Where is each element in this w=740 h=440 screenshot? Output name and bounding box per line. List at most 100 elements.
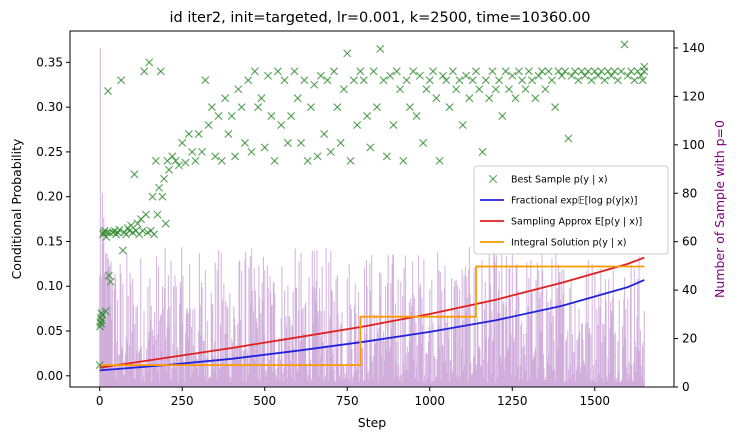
zero-sample-bar — [256, 328, 259, 387]
zero-sample-bar — [106, 253, 108, 387]
zero-sample-bar — [173, 286, 175, 387]
zero-sample-bar — [301, 340, 303, 387]
zero-sample-bar — [324, 375, 327, 387]
zero-sample-bar — [478, 345, 480, 387]
zero-sample-bar — [142, 376, 144, 387]
zero-sample-bar — [307, 374, 309, 387]
zero-sample-bar — [625, 367, 628, 387]
zero-sample-bar — [350, 304, 352, 387]
zero-sample-bar — [352, 376, 354, 387]
zero-sample-bar — [112, 368, 114, 387]
zero-sample-bar — [438, 270, 440, 387]
best-sample-marker — [194, 129, 203, 139]
zero-sample-bar — [473, 268, 475, 387]
zero-sample-bar — [251, 248, 253, 387]
zero-sample-bar — [610, 310, 612, 387]
zero-sample-bar — [225, 300, 227, 387]
zero-sample-bar — [109, 305, 111, 387]
best-sample-marker — [117, 76, 126, 85]
zero-sample-bar — [188, 313, 190, 387]
zero-sample-bar — [349, 380, 351, 387]
best-sample-marker — [254, 103, 263, 112]
zero-sample-bar — [108, 266, 110, 387]
zero-sample-bar — [578, 308, 580, 387]
zero-sample-bar — [538, 270, 540, 387]
zero-sample-bar — [294, 248, 296, 387]
zero-sample-bar — [600, 268, 602, 387]
legend-entry: Integral Solution p(y | x) — [480, 238, 626, 249]
zero-sample-bar — [636, 315, 638, 387]
best-sample-marker — [600, 76, 609, 85]
zero-sample-bar — [363, 381, 365, 387]
zero-sample-bar — [111, 282, 113, 387]
zero-sample-bar — [559, 300, 562, 387]
best-sample-marker — [412, 112, 421, 121]
best-sample-marker — [528, 76, 537, 85]
y2-tick-label: 0 — [682, 380, 690, 394]
zero-sample-bar — [235, 346, 237, 387]
y2-tick-label: 60 — [682, 235, 697, 249]
zero-sample-bar — [118, 364, 120, 387]
zero-sample-bar — [588, 332, 590, 387]
zero-sample-bar — [278, 340, 280, 387]
zero-sample-bar — [158, 320, 160, 387]
zero-sample-bar — [472, 372, 474, 387]
zero-sample-bar — [640, 365, 642, 387]
zero-sample-bar — [165, 372, 167, 387]
zero-sample-bar — [338, 375, 340, 387]
zero-sample-bar — [631, 380, 634, 387]
zero-sample-bar — [216, 379, 218, 387]
zero-sample-bar — [440, 380, 442, 387]
zero-sample-bar — [627, 374, 630, 387]
zero-sample-bar — [577, 366, 579, 387]
zero-sample-bar — [126, 252, 128, 387]
zero-sample-bar — [515, 309, 517, 387]
zero-sample-bar — [319, 356, 321, 387]
zero-sample-bar — [319, 288, 321, 387]
zero-sample-bar — [119, 263, 121, 387]
best-sample-marker — [435, 156, 444, 165]
best-sample-marker — [630, 76, 639, 85]
x-axis-label: Step — [358, 415, 387, 430]
best-sample-marker — [544, 67, 553, 76]
zero-sample-bar — [471, 375, 473, 387]
zero-sample-bar — [633, 268, 635, 387]
zero-sample-bar — [410, 311, 412, 387]
zero-sample-bar — [426, 378, 428, 387]
zero-sample-bar — [123, 375, 125, 387]
best-sample-marker — [153, 210, 162, 219]
zero-sample-bar — [412, 294, 414, 387]
zero-sample-bar — [103, 272, 105, 387]
zero-sample-bar — [435, 376, 437, 387]
best-sample-marker — [247, 147, 256, 156]
zero-sample-bar — [387, 283, 389, 387]
zero-sample-bar — [115, 378, 117, 387]
zero-sample-bar — [612, 297, 614, 387]
zero-sample-bar — [286, 326, 288, 387]
zero-sample-bar — [347, 378, 349, 387]
zero-sample-bar — [460, 327, 462, 387]
zero-sample-bar — [283, 367, 285, 387]
zero-sample-bar — [453, 327, 455, 387]
best-sample-marker — [409, 67, 418, 76]
y2-tick-label: 40 — [682, 283, 697, 297]
zero-sample-bar — [598, 291, 600, 387]
best-sample-marker — [402, 76, 411, 85]
zero-sample-bar — [394, 303, 397, 387]
zero-sample-bar — [562, 294, 564, 387]
zero-sample-bar — [348, 339, 350, 387]
zero-sample-bar — [428, 326, 430, 387]
zero-sample-bar — [173, 361, 175, 387]
zero-sample-bar — [596, 380, 599, 387]
zero-sample-bar — [273, 282, 275, 387]
zero-sample-bar — [430, 382, 432, 387]
zero-sample-bar — [567, 330, 569, 387]
zero-sample-bar — [573, 374, 575, 387]
zero-sample-bar — [579, 373, 581, 387]
best-sample-marker — [313, 152, 322, 161]
zero-sample-bar — [171, 379, 173, 387]
zero-sample-bar — [243, 350, 245, 387]
zero-sample-bar — [367, 372, 369, 387]
zero-sample-bar — [318, 376, 320, 387]
